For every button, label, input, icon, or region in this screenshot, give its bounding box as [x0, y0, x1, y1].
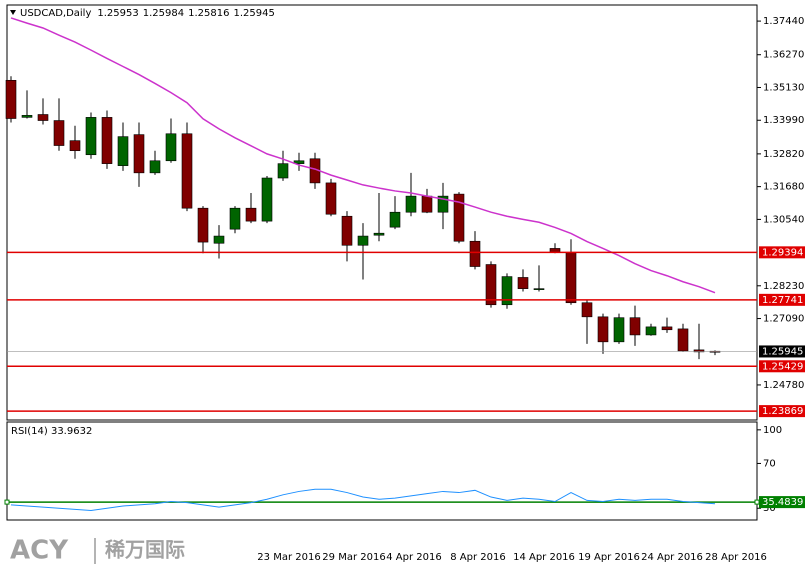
- candle-body: [629, 317, 641, 336]
- candle-body: [437, 195, 449, 213]
- candle-body: [181, 133, 193, 209]
- candle-body: [213, 235, 225, 244]
- logo-brand: ACY: [10, 536, 69, 566]
- y-tick-label: 1.37440: [763, 16, 804, 27]
- x-tick-label: 14 Apr 2016: [513, 552, 575, 563]
- candle-body: [405, 195, 417, 213]
- x-tick-label: 24 Apr 2016: [641, 552, 703, 563]
- header-close: 1.25945: [233, 8, 274, 19]
- rsi-tick-label: 100: [763, 425, 782, 436]
- y-tick-label: 1.28230: [763, 281, 804, 292]
- y-tick-label: 1.31680: [763, 182, 804, 193]
- candle-body: [693, 349, 705, 353]
- x-tick-label: 23 Mar 2016: [257, 552, 320, 563]
- candle-body: [197, 207, 209, 243]
- candle-body: [37, 114, 49, 121]
- candle-body: [261, 177, 273, 222]
- x-tick-label: 28 Apr 2016: [705, 552, 767, 563]
- candle-body: [501, 276, 513, 306]
- level-label: 1.29394: [762, 247, 803, 258]
- candle-body: [245, 207, 257, 222]
- candle-body: [85, 117, 97, 156]
- rsi-tick-label: 70: [763, 458, 776, 469]
- rsi-panel-frame: [6, 421, 758, 521]
- level-label: 1.27741: [762, 295, 803, 306]
- level-label-box: [759, 246, 805, 259]
- candle-body: [389, 211, 401, 228]
- candle-body: [565, 252, 577, 304]
- level-label-box: [759, 360, 805, 373]
- moving-average: [10, 17, 716, 294]
- logo: ACY 稀万国际: [10, 536, 185, 566]
- candle-body: [485, 264, 497, 306]
- y-tick-label: 1.36270: [763, 50, 804, 61]
- candle-body: [645, 326, 657, 336]
- x-tick-label: 19 Apr 2016: [578, 552, 640, 563]
- level-label-box: [759, 405, 805, 418]
- candle-body: [133, 134, 145, 174]
- candle-body: [341, 215, 353, 246]
- candle-body: [69, 140, 81, 152]
- header-high: 1.25984: [143, 8, 184, 19]
- candle-body: [453, 193, 465, 242]
- y-tick-label: 1.35130: [763, 82, 804, 93]
- rsi-level-marker: [754, 499, 760, 505]
- rsi-title: RSI(14) 33.9632: [11, 426, 92, 437]
- main-panel-frame: [6, 4, 758, 421]
- rsi-level-marker: [4, 499, 10, 505]
- current-price-label: 1.25945: [762, 346, 803, 357]
- candle-body: [165, 133, 177, 162]
- header-low: 1.25816: [188, 8, 229, 19]
- level-label-box: [759, 293, 805, 306]
- candle-body: [357, 235, 369, 246]
- y-tick-label: 1.30540: [763, 214, 804, 225]
- rsi-tick-label: 30: [763, 503, 776, 514]
- level-label: 1.23869: [762, 406, 803, 417]
- candle-body: [517, 277, 529, 289]
- header-open: 1.25953: [97, 8, 138, 19]
- rsi-line: [10, 488, 716, 511]
- candle-body: [101, 117, 113, 164]
- y-tick-label: 1.32820: [763, 149, 804, 160]
- logo-name: 稀万国际: [105, 538, 185, 562]
- candle-body: [661, 326, 673, 331]
- candle-body: [373, 232, 385, 236]
- candle-body: [581, 302, 593, 318]
- menu-arrow: [10, 10, 16, 15]
- candle-body: [325, 182, 337, 215]
- candle-body: [277, 163, 289, 179]
- candle-body: [677, 328, 689, 352]
- x-tick-label: 29 Mar 2016: [322, 552, 385, 563]
- current-price-box: [759, 345, 805, 358]
- chart-header: USDCAD,Daily 1.25953 1.25984 1.25816 1.25945: [20, 8, 275, 19]
- candle-body: [149, 160, 161, 174]
- x-tick-label: 8 Apr 2016: [450, 552, 505, 563]
- candle-body: [21, 115, 33, 118]
- candle-body: [117, 136, 129, 166]
- candle-body: [613, 317, 625, 343]
- candle-body: [421, 195, 433, 213]
- rsi-level-box: [759, 496, 805, 509]
- candle-body: [53, 120, 65, 146]
- level-label: 1.25429: [762, 361, 803, 372]
- x-tick-label: 4 Apr 2016: [386, 552, 441, 563]
- candle-body: [597, 316, 609, 343]
- candle-body: [229, 207, 241, 230]
- y-tick-label: 1.27090: [763, 314, 804, 325]
- rsi-level-label: 35.4839: [762, 497, 803, 508]
- y-tick-label: 1.24780: [763, 380, 804, 391]
- candle-body: [293, 160, 305, 164]
- candle-body: [5, 79, 17, 119]
- chart-title: USDCAD,Daily: [20, 8, 91, 19]
- y-tick-label: 1.33990: [763, 115, 804, 126]
- candle-body: [469, 240, 481, 267]
- candle-body: [533, 288, 545, 290]
